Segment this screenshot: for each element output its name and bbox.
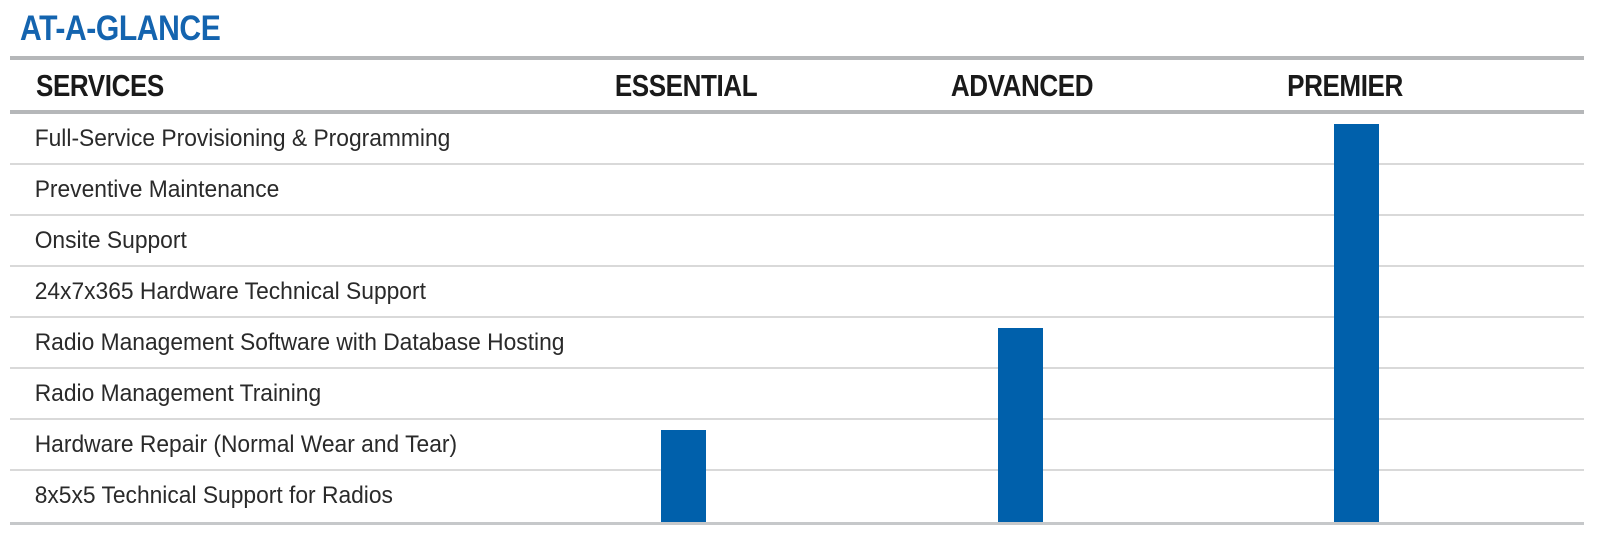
coverage-bar-essential	[661, 430, 706, 522]
table-header-row: SERVICES ESSENTIAL ADVANCED PREMIER	[0, 62, 1600, 110]
service-name: Full-Service Provisioning & Programming	[34, 125, 451, 152]
divider-under-title	[10, 56, 1584, 60]
coverage-bar-advanced	[998, 328, 1043, 522]
service-name: Hardware Repair (Normal Wear and Tear)	[34, 431, 458, 458]
service-name: Radio Management Software with Database …	[34, 329, 565, 356]
service-name: 24x7x365 Hardware Technical Support	[34, 278, 426, 305]
column-header-essential: ESSENTIAL	[614, 68, 758, 103]
table-row: Preventive Maintenance	[10, 165, 1584, 216]
table-row: 24x7x365 Hardware Technical Support	[10, 267, 1584, 318]
services-list: Full-Service Provisioning & Programming …	[10, 114, 1584, 522]
table-row: Hardware Repair (Normal Wear and Tear)	[10, 420, 1584, 471]
service-name: Onsite Support	[34, 227, 187, 254]
column-header-services: SERVICES	[36, 68, 164, 103]
table-row: Radio Management Training	[10, 369, 1584, 420]
divider-under-header	[10, 110, 1584, 114]
page-title: AT-A-GLANCE	[20, 9, 221, 48]
table-row: Radio Management Software with Database …	[10, 318, 1584, 369]
coverage-bar-premier	[1334, 124, 1379, 522]
service-name: 8x5x5 Technical Support for Radios	[34, 482, 393, 509]
table-row: 8x5x5 Technical Support for Radios	[10, 471, 1584, 522]
service-name: Radio Management Training	[34, 380, 322, 407]
table-row: Full-Service Provisioning & Programming	[10, 114, 1584, 165]
column-header-advanced: ADVANCED	[950, 68, 1094, 103]
divider-bottom	[10, 522, 1584, 525]
column-header-premier: PREMIER	[1287, 68, 1403, 103]
service-name: Preventive Maintenance	[34, 176, 280, 203]
table-row: Onsite Support	[10, 216, 1584, 267]
